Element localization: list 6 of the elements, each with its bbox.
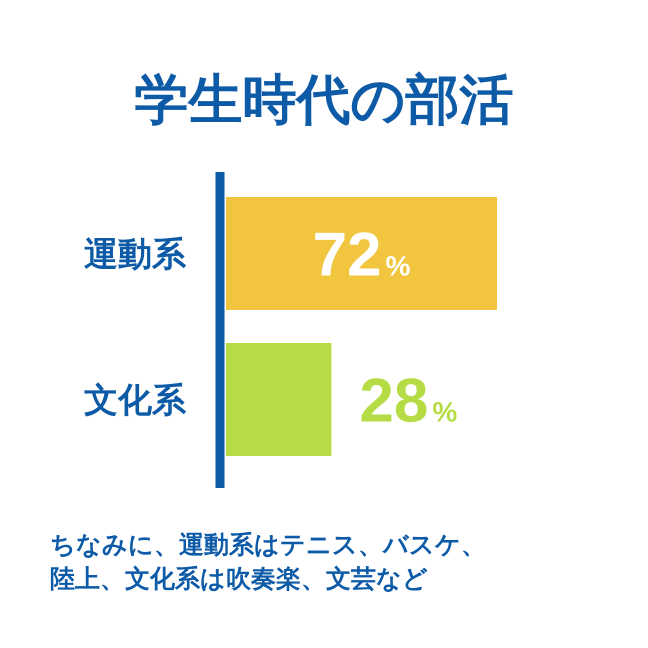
text: ちなみに、運動系はテニス、バスケ、陸上、文化系は吹奏楽、文芸など [50, 530, 487, 595]
chart-title: 学生時代の部活 [134, 70, 514, 130]
data-label: 28% [359, 366, 458, 436]
y-tick-label: 文化系 [84, 382, 187, 420]
data-label: 72% [312, 220, 411, 290]
y-tick-label: 運動系 [84, 236, 187, 274]
